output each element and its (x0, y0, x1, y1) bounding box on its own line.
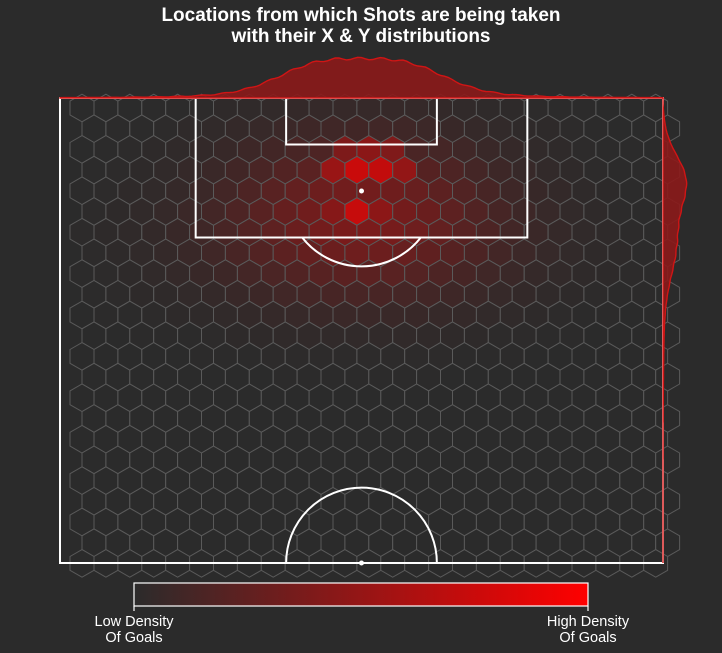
penalty-spot (359, 188, 364, 194)
center-spot (359, 560, 364, 566)
penalty-arc (301, 236, 422, 268)
y-distribution-curve (662, 98, 688, 563)
center-circle (285, 486, 438, 564)
hexbin-grid (69, 93, 681, 578)
colorbar-high-label: High Density Of Goals (546, 614, 630, 646)
marginal-distributions (59, 56, 688, 563)
chart-title: Locations from which Shots are being tak… (161, 5, 561, 47)
colorbar-bar (133, 582, 589, 607)
colorbar (133, 582, 589, 611)
colorbar-low-label: Low Density Of Goals (94, 614, 174, 646)
x-distribution-curve (59, 56, 664, 99)
